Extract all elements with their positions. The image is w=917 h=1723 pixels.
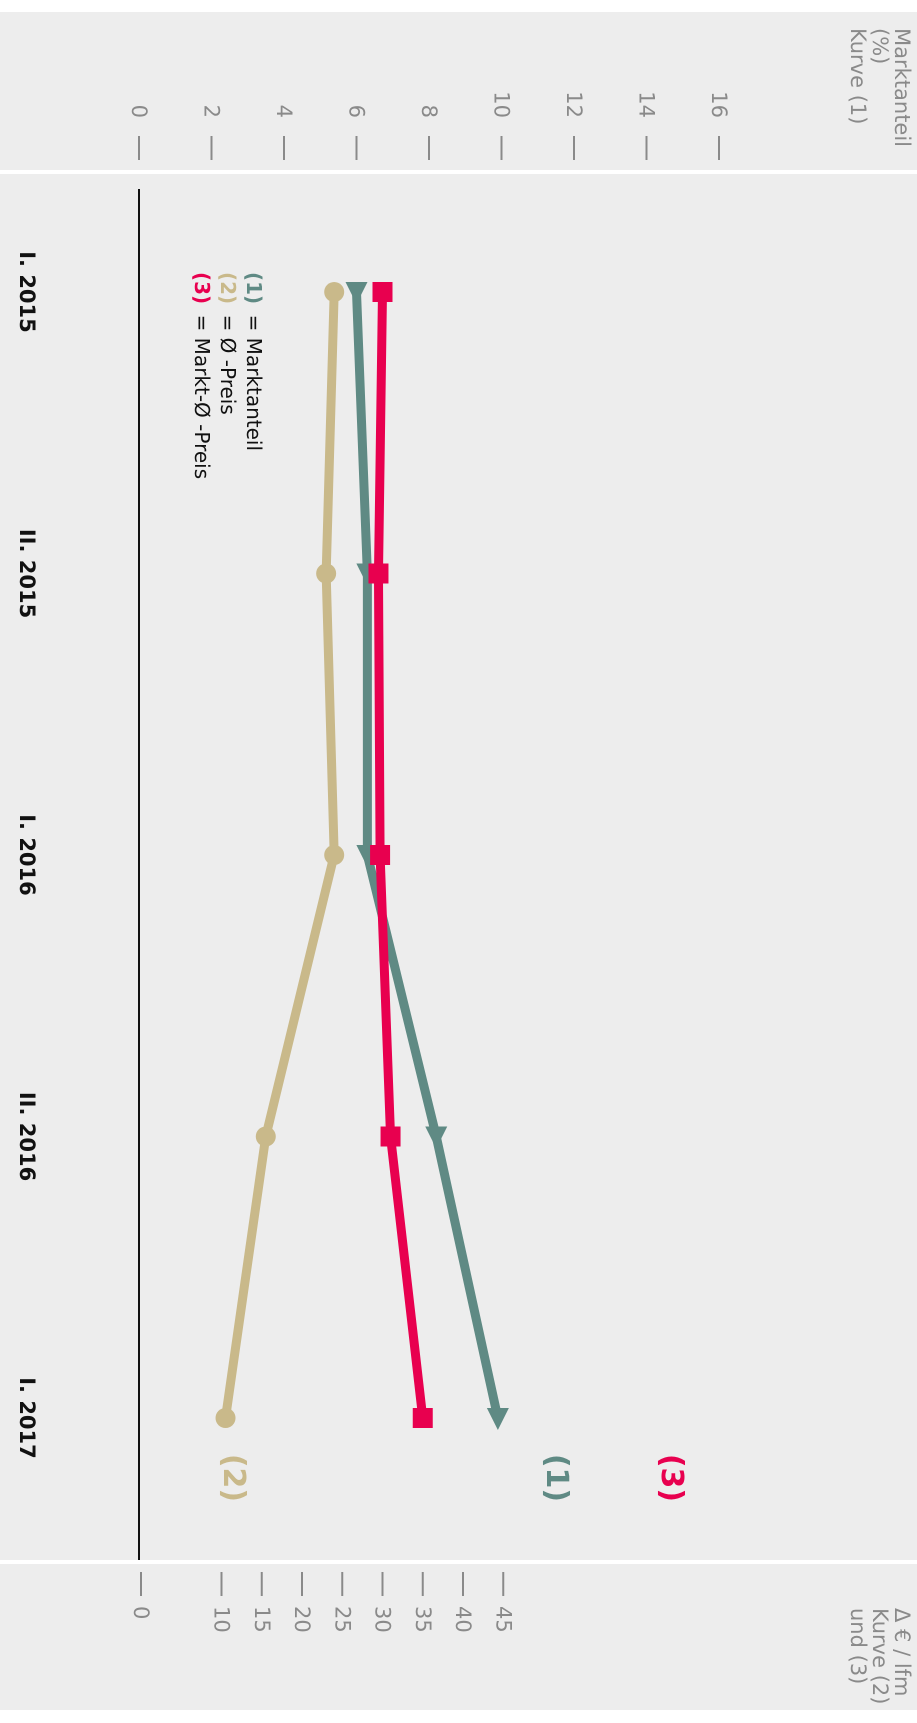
series-2-marker (215, 1408, 236, 1428)
series-2-marker (324, 282, 345, 302)
series-3-marker (380, 1126, 401, 1147)
chart-background (0, 12, 917, 1710)
left-axis-title-line: (%) (868, 28, 892, 64)
right-tick-label: 15 (250, 1606, 274, 1633)
legend-key-1: (1) (242, 272, 266, 304)
right-tick-label: 0 (129, 1606, 153, 1619)
left-tick-label: 12 (562, 91, 586, 118)
end-label-2: (2) (216, 1454, 251, 1502)
left-tick-label: 8 (417, 105, 441, 118)
legend-key-3: (3) (190, 272, 214, 304)
right-tick-label: 10 (210, 1606, 234, 1633)
left-tick-label: 10 (490, 91, 514, 118)
left-axis-title-line: Marktanteil (890, 28, 914, 147)
right-tick-label: 20 (290, 1606, 314, 1633)
left-tick-label: 16 (707, 91, 731, 118)
series-3-marker (372, 282, 393, 302)
legend-item-3: (3) = Markt-Ø -Preis (190, 272, 214, 479)
right-tick-label: 30 (371, 1606, 395, 1633)
category-label: I. 2017 (15, 1377, 39, 1459)
series-3-marker (368, 563, 389, 584)
series-2-marker (324, 845, 345, 865)
right-tick-label: 35 (411, 1606, 435, 1633)
series-1-marker (425, 1126, 448, 1149)
left-tick-label: 4 (272, 105, 296, 118)
right-axis-title-line: Kurve (2) (868, 1608, 892, 1704)
series-1-marker (486, 1408, 509, 1430)
left-tick-label: 6 (345, 105, 369, 118)
category-label: II. 2015 (15, 529, 39, 618)
series-layer (215, 282, 509, 1430)
right-tick-label: 45 (491, 1606, 515, 1633)
right-axis-title-line: Δ € / lfm (890, 1608, 914, 1697)
left-axis: 0 2 4 6 8 10 12 14 16 Marktanteil(%)Kurve (1) (127, 28, 914, 160)
right-tick-label: 25 (330, 1606, 354, 1633)
series-1-marker (345, 282, 368, 304)
legend-label-3: = Markt-Ø -Preis (190, 315, 214, 480)
left-tick-label: 0 (127, 105, 151, 118)
category-label: I. 2016 (15, 814, 39, 896)
right-axis-title-line: und (3) (846, 1608, 870, 1684)
series-2-marker (255, 1126, 276, 1147)
left-tick-label: 14 (635, 91, 659, 118)
series-3-marker (370, 845, 391, 865)
end-label-3: (3) (654, 1454, 689, 1502)
legend-label-1: = Marktanteil (242, 315, 266, 451)
legend-label-2: = Ø -Preis (216, 315, 240, 415)
legend: (1) = Marktanteil (2) = Ø -Preis (3) = M… (190, 272, 266, 479)
chart-frame: 0 2 4 6 8 10 12 14 16 Marktanteil(%)Kurve (1) 0 10… (0, 12, 917, 1710)
left-axis-title-line: Kurve (1) (846, 28, 870, 124)
legend-item-1: (1) = Marktanteil (242, 272, 266, 451)
end-label-1: (1) (539, 1454, 574, 1502)
right-tick-label: 40 (451, 1606, 475, 1633)
left-tick-label: 2 (200, 105, 224, 118)
category-label: I. 2015 (15, 251, 39, 333)
category-labels: I. 2015 II. 2015 I. 2016 II. 2016 I. 2017 (15, 251, 39, 1459)
category-label: II. 2016 (15, 1092, 39, 1181)
series-3-marker (412, 1408, 433, 1428)
legend-key-2: (2) (216, 272, 240, 304)
series-2-marker (316, 563, 337, 584)
legend-item-2: (2) = Ø -Preis (216, 272, 240, 415)
